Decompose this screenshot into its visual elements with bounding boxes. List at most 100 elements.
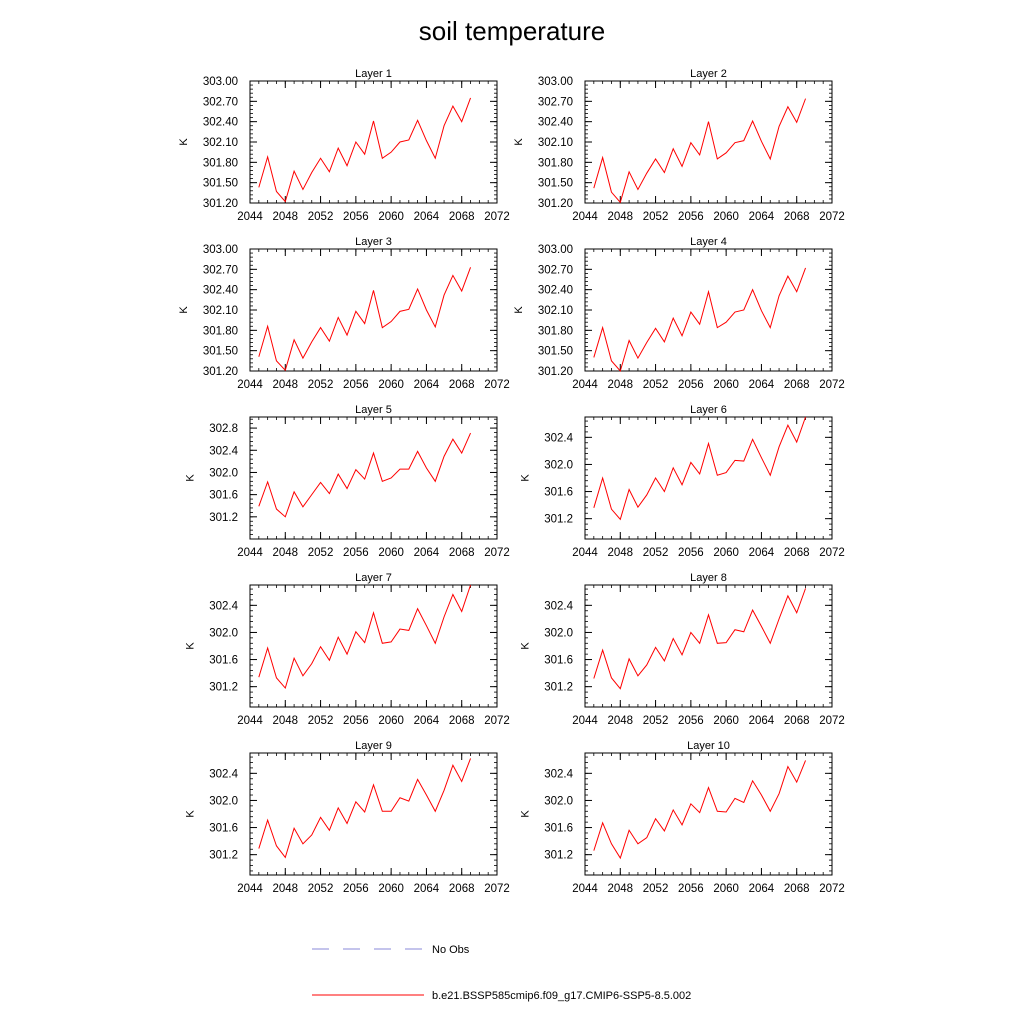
x-tick-label: 2064 — [414, 547, 440, 559]
x-tick-label: 2044 — [572, 379, 598, 391]
y-tick-label: 302.4 — [209, 600, 238, 612]
x-tick-label: 2056 — [343, 547, 369, 559]
x-tick-label: 2064 — [414, 715, 440, 727]
y-axis-label: K — [178, 138, 190, 146]
y-tick-label: 301.20 — [538, 198, 573, 210]
panel-layer-5: Layer 5 2044 2048 2052 2056 2060 2064 2068 2072 3… — [185, 404, 510, 559]
y-axis-label: K — [520, 474, 532, 482]
x-tick-label: 2068 — [784, 379, 810, 391]
legend-label-model-run: b.e21.BSSP585cmip6.f09_g17.CMIP6-SSP5-8.… — [432, 990, 691, 1002]
plot-frame-layer-8 — [584, 584, 833, 708]
x-tick-label: 2048 — [272, 547, 298, 559]
series-line-layer-6 — [593, 416, 807, 521]
plot-frame-layer-6 — [584, 416, 833, 540]
y-tick-label: 302.10 — [203, 305, 238, 317]
plot-frame-layer-10 — [584, 752, 833, 876]
plot-frame-layer-1 — [249, 80, 498, 204]
x-tick-label: 2056 — [678, 715, 704, 727]
plot-frame-layer-3 — [249, 248, 498, 372]
y-tick-label: 301.20 — [203, 366, 238, 378]
y-tick-label: 303.00 — [538, 76, 573, 88]
y-axis-label: K — [178, 306, 190, 314]
x-tick-label: 2052 — [308, 883, 334, 895]
y-tick-label: 303.00 — [203, 244, 238, 256]
series-line-layer-2 — [593, 98, 807, 204]
panel-title-layer-5: Layer 5 — [355, 404, 392, 416]
x-tick-label: 2052 — [643, 715, 669, 727]
y-tick-label: 301.2 — [209, 850, 238, 862]
x-tick-label: 2052 — [308, 715, 334, 727]
x-tick-label: 2064 — [749, 883, 775, 895]
x-tick-label: 2044 — [572, 547, 598, 559]
x-tick-label: 2068 — [449, 715, 475, 727]
x-tick-label: 2052 — [308, 211, 334, 223]
y-tick-label: 302.4 — [544, 432, 573, 444]
x-tick-label: 2064 — [749, 547, 775, 559]
y-axis-label: K — [513, 138, 525, 146]
panel-layer-3: Layer 3 2044 2048 2052 2056 2060 2064 2068 2072 3… — [178, 236, 510, 391]
y-tick-label: 301.80 — [538, 157, 573, 169]
x-tick-label: 2068 — [784, 883, 810, 895]
x-tick-label: 2044 — [237, 883, 263, 895]
y-tick-label: 301.2 — [209, 512, 238, 524]
x-tick-label: 2056 — [678, 547, 704, 559]
y-tick-label: 302.8 — [209, 423, 238, 435]
x-tick-label: 2056 — [678, 883, 704, 895]
x-tick-label: 2044 — [237, 211, 263, 223]
y-tick-label: 302.40 — [203, 285, 238, 297]
x-tick-label: 2064 — [749, 211, 775, 223]
x-tick-label: 2060 — [713, 379, 739, 391]
x-tick-label: 2052 — [308, 547, 334, 559]
series-line-layer-1 — [258, 97, 472, 203]
x-tick-label: 2060 — [378, 379, 404, 391]
y-tick-label: 301.2 — [544, 682, 573, 694]
x-tick-label: 2052 — [643, 379, 669, 391]
x-tick-label: 2072 — [819, 715, 845, 727]
y-tick-label: 303.00 — [538, 244, 573, 256]
y-tick-label: 302.40 — [538, 285, 573, 297]
x-tick-label: 2052 — [643, 211, 669, 223]
y-tick-label: 302.0 — [209, 467, 238, 479]
legend-label-no-obs: No Obs — [432, 944, 470, 956]
series-line-layer-7 — [258, 584, 472, 690]
y-tick-label: 301.50 — [538, 346, 573, 358]
x-tick-label: 2072 — [819, 379, 845, 391]
y-tick-label: 301.80 — [203, 325, 238, 337]
plot-frame-layer-5 — [249, 416, 498, 540]
series-line-layer-10 — [593, 760, 807, 860]
y-axis-label: K — [513, 306, 525, 314]
x-tick-label: 2056 — [343, 715, 369, 727]
x-tick-label: 2064 — [749, 715, 775, 727]
y-axis-label: K — [185, 642, 197, 650]
x-tick-label: 2048 — [272, 211, 298, 223]
figure-title: soil temperature — [419, 16, 605, 46]
y-tick-label: 301.6 — [209, 655, 238, 667]
panel-title-layer-2: Layer 2 — [690, 68, 727, 80]
panel-layer-10: Layer 10 2044 2048 2052 2056 2060 2064 2068 2072… — [520, 740, 845, 895]
panel-layer-1: Layer 1 2044 2048 2052 2056 2060 2064 2068 2072 3… — [178, 68, 510, 223]
x-tick-label: 2052 — [308, 379, 334, 391]
y-tick-label: 303.00 — [203, 76, 238, 88]
panel-title-layer-1: Layer 1 — [355, 68, 392, 80]
x-tick-label: 2048 — [607, 547, 633, 559]
y-tick-label: 301.6 — [544, 487, 573, 499]
plot-frame-layer-9 — [249, 752, 498, 876]
y-tick-label: 301.2 — [209, 682, 238, 694]
x-tick-label: 2068 — [784, 715, 810, 727]
x-tick-label: 2072 — [819, 547, 845, 559]
x-tick-label: 2060 — [713, 883, 739, 895]
y-tick-label: 302.4 — [544, 600, 573, 612]
y-axis-label: K — [185, 474, 197, 482]
x-tick-label: 2072 — [484, 547, 510, 559]
panel-title-layer-6: Layer 6 — [690, 404, 727, 416]
x-tick-label: 2048 — [607, 211, 633, 223]
y-tick-label: 302.0 — [544, 459, 573, 471]
x-tick-label: 2044 — [572, 883, 598, 895]
y-tick-label: 301.50 — [203, 346, 238, 358]
x-tick-label: 2068 — [784, 547, 810, 559]
x-tick-label: 2072 — [484, 211, 510, 223]
x-tick-label: 2064 — [749, 379, 775, 391]
x-tick-label: 2056 — [343, 883, 369, 895]
x-tick-label: 2044 — [237, 379, 263, 391]
panel-layer-2: Layer 2 2044 2048 2052 2056 2060 2064 2068 2072 3… — [513, 68, 845, 223]
